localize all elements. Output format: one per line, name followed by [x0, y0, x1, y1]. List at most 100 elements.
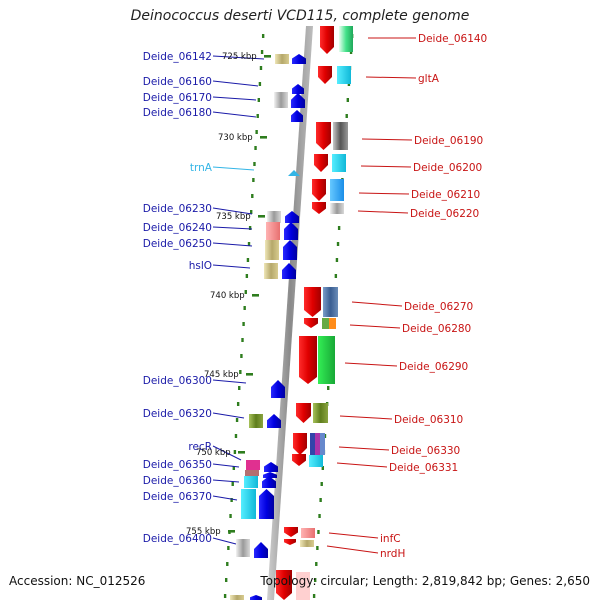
similarity-block[interactable]	[301, 528, 315, 538]
gene-arrow[interactable]	[285, 211, 299, 223]
trna-feature[interactable]	[288, 170, 300, 176]
gene-arrow[interactable]	[293, 433, 307, 455]
gene-label-deide-06270[interactable]: Deide_06270	[404, 301, 473, 313]
similarity-block[interactable]	[318, 336, 335, 384]
gene-arrow[interactable]	[312, 179, 326, 201]
gene-label-deide-06240[interactable]: Deide_06240	[143, 222, 212, 234]
gene-label-deide-06250[interactable]: Deide_06250	[143, 238, 212, 250]
gene-arrow[interactable]	[284, 539, 296, 545]
similarity-block[interactable]	[322, 318, 329, 329]
similarity-block[interactable]	[274, 92, 288, 108]
gene-label-deide-06360[interactable]: Deide_06360	[143, 475, 212, 487]
gene-arrow[interactable]	[250, 595, 262, 600]
gene-label-nrdh[interactable]: nrdH	[380, 548, 405, 560]
similarity-block[interactable]	[249, 414, 263, 428]
gene-label-infc[interactable]: infC	[380, 533, 401, 545]
gene-label-deide-06280[interactable]: Deide_06280	[402, 323, 471, 335]
similarity-block[interactable]	[266, 222, 280, 240]
gene-label-deide-06180[interactable]: Deide_06180	[143, 107, 212, 119]
rail-dot	[320, 482, 323, 486]
gene-arrow[interactable]	[282, 263, 296, 279]
similarity-block[interactable]	[264, 263, 278, 279]
gene-arrow[interactable]	[259, 489, 274, 519]
similarity-block[interactable]	[246, 460, 260, 470]
gene-arrow[interactable]	[291, 110, 303, 122]
gene-label-recr[interactable]: recR	[188, 441, 212, 453]
gene-label-deide-06230[interactable]: Deide_06230	[143, 203, 212, 215]
gene-arrow[interactable]	[292, 454, 306, 466]
rail-dot	[256, 114, 259, 118]
gene-label-deide-06142[interactable]: Deide_06142	[143, 51, 212, 63]
gene-arrow[interactable]	[267, 414, 281, 428]
gene-arrow[interactable]	[284, 527, 298, 537]
gene-label-deide-06330[interactable]: Deide_06330	[391, 445, 460, 457]
gene-arrow[interactable]	[304, 287, 321, 317]
gene-label-deide-06190[interactable]: Deide_06190	[414, 135, 483, 147]
gene-arrow[interactable]	[318, 66, 332, 84]
similarity-block[interactable]	[309, 455, 323, 467]
gene-label-deide-06350[interactable]: Deide_06350	[143, 459, 212, 471]
gene-label-deide-06300[interactable]: Deide_06300	[143, 375, 212, 387]
similarity-block[interactable]	[315, 433, 320, 455]
gene-arrow[interactable]	[312, 202, 326, 214]
similarity-block[interactable]	[265, 240, 279, 260]
similarity-block[interactable]	[275, 54, 289, 64]
similarity-block[interactable]	[310, 433, 315, 455]
gene-arrow[interactable]	[320, 26, 334, 54]
leader-line	[351, 301, 403, 307]
gene-arrow[interactable]	[291, 93, 305, 108]
gene-arrow[interactable]	[283, 240, 297, 260]
gene-arrow[interactable]	[292, 54, 306, 64]
rail-dot	[255, 130, 258, 134]
leader-line	[212, 412, 245, 419]
gene-arrow[interactable]	[262, 476, 276, 488]
gene-label-deide-06310[interactable]: Deide_06310	[394, 414, 463, 426]
gene-arrow[interactable]	[284, 222, 298, 240]
rail-dot	[235, 418, 239, 422]
similarity-block[interactable]	[337, 66, 351, 84]
similarity-block[interactable]	[313, 403, 328, 423]
gene-label-deide-06400[interactable]: Deide_06400	[143, 533, 212, 545]
gene-arrow[interactable]	[296, 403, 311, 423]
gene-arrow[interactable]	[276, 570, 292, 600]
gene-label-deide-06370[interactable]: Deide_06370	[143, 491, 212, 503]
gene-arrow[interactable]	[314, 154, 328, 172]
gene-label-deide-06160[interactable]: Deide_06160	[143, 76, 212, 88]
gene-arrow[interactable]	[263, 472, 277, 478]
similarity-block[interactable]	[323, 287, 338, 317]
gene-arrow[interactable]	[271, 380, 285, 398]
similarity-block[interactable]	[332, 154, 346, 172]
gene-label-hslo[interactable]: hslO	[189, 260, 212, 272]
similarity-block[interactable]	[244, 476, 258, 488]
gene-label-trna[interactable]: trnA	[190, 162, 213, 174]
similarity-block[interactable]	[241, 489, 256, 519]
gene-label-deide-06200[interactable]: Deide_06200	[413, 162, 482, 174]
similarity-block[interactable]	[329, 318, 336, 329]
similarity-block[interactable]	[236, 539, 250, 557]
similarity-block[interactable]	[333, 122, 348, 150]
gene-label-deide-06290[interactable]: Deide_06290	[399, 361, 468, 373]
gene-arrow[interactable]	[316, 122, 331, 150]
similarity-block[interactable]	[230, 595, 244, 600]
gene-arrow[interactable]	[264, 462, 278, 472]
gene-arrow[interactable]	[292, 84, 304, 94]
gene-label-deide-06170[interactable]: Deide_06170	[143, 92, 212, 104]
similarity-block[interactable]	[330, 179, 344, 201]
gene-label-glta[interactable]: gltA	[418, 73, 440, 85]
similarity-block[interactable]	[267, 211, 281, 223]
similarity-block[interactable]	[330, 203, 344, 214]
gene-label-deide-06220[interactable]: Deide_06220	[410, 208, 479, 220]
gene-arrow[interactable]	[304, 318, 318, 328]
rail-dot	[229, 514, 232, 518]
gene-label-deide-06210[interactable]: Deide_06210	[411, 189, 480, 201]
similarity-block[interactable]	[296, 572, 310, 600]
gene-arrow[interactable]	[254, 542, 268, 558]
similarity-block[interactable]	[339, 26, 353, 52]
gene-label-deide-06331[interactable]: Deide_06331	[389, 462, 458, 474]
gene-label-deide-06140[interactable]: Deide_06140	[418, 33, 487, 45]
similarity-block[interactable]	[320, 433, 325, 455]
gene-arrow[interactable]	[299, 336, 317, 384]
similarity-block[interactable]	[300, 540, 314, 547]
similarity-block[interactable]	[245, 470, 259, 476]
gene-label-deide-06320[interactable]: Deide_06320	[143, 408, 212, 420]
